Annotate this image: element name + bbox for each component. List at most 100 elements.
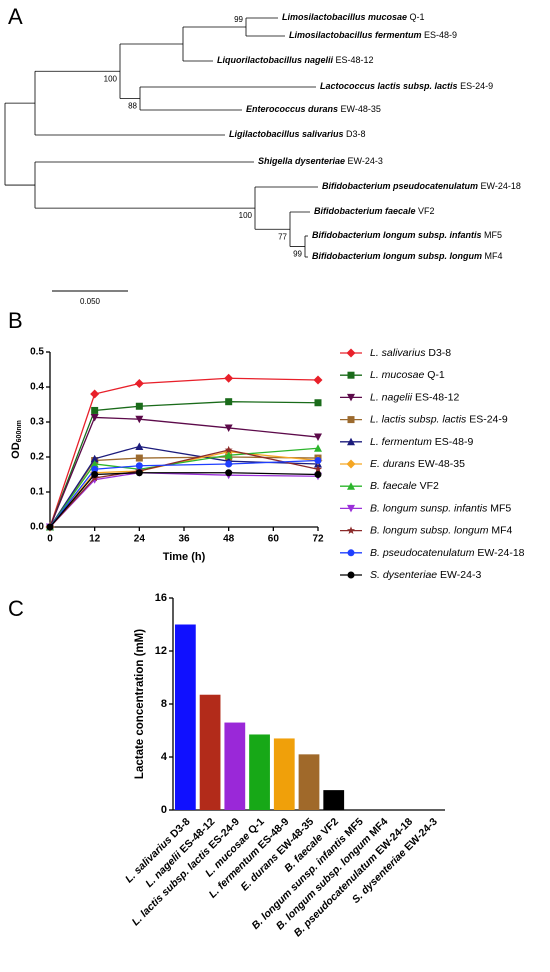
x-tick-label: 60 xyxy=(268,534,280,545)
marker xyxy=(90,460,99,468)
leaf-label: Limosilactobacillus mucosae Q-1 xyxy=(282,12,425,22)
y-tick-label: 0.2 xyxy=(30,452,44,463)
marker xyxy=(135,454,143,462)
legend-label: B. longum subsp. longum MF4 xyxy=(370,524,513,536)
series-line xyxy=(49,472,319,528)
y-tick-label: 0.4 xyxy=(30,382,44,393)
legend-marker xyxy=(347,416,355,424)
marker xyxy=(134,379,144,388)
marker xyxy=(135,462,143,470)
bar xyxy=(249,734,270,810)
marker xyxy=(314,444,322,452)
y-tick-label: 0.5 xyxy=(30,347,44,358)
marker xyxy=(314,399,322,407)
series-line xyxy=(49,445,319,528)
marker xyxy=(225,460,233,468)
marker xyxy=(313,375,323,385)
x-tick-label: 36 xyxy=(178,534,190,545)
y-tick-label: 16 xyxy=(155,592,167,604)
x-tick-label: 72 xyxy=(312,534,324,545)
y-axis-label: OD600nm xyxy=(10,420,23,459)
leaf-label: Limosilactobacillus fermentum ES-48-9 xyxy=(289,30,457,40)
y-tick-label: 0.1 xyxy=(30,487,44,498)
marker xyxy=(224,451,233,459)
bar xyxy=(323,790,345,810)
marker xyxy=(314,457,322,464)
marker xyxy=(91,406,99,414)
leaf-label: Ligilactobacillus salivarius D3-8 xyxy=(229,129,366,139)
legend-marker xyxy=(347,393,355,402)
legend-label: L. mucosae Q-1 xyxy=(370,369,445,381)
bar xyxy=(199,694,221,810)
panel-label: A xyxy=(8,4,23,29)
leaf-label: Liquorilactobacillus nagelii ES-48-12 xyxy=(217,55,374,65)
scale-bar-label: 0.050 xyxy=(80,297,101,306)
legend-label: E. durans EW-48-35 xyxy=(370,458,465,470)
leaf-label: Enterococcus durans EW-48-35 xyxy=(246,104,381,114)
legend-label: B. pseudocatenulatum EW-24-18 xyxy=(370,547,525,559)
legend-marker xyxy=(346,348,356,358)
y-tick-label: 0.0 xyxy=(30,522,44,533)
marker xyxy=(91,465,99,473)
legend-label: L. nagelii ES-48-12 xyxy=(370,391,459,403)
x-tick-label: 12 xyxy=(89,534,101,545)
marker xyxy=(135,415,144,424)
leaf-label: Lactococcus lactis subsp. lactis ES-24-9 xyxy=(320,81,493,91)
y-axis-label: Lactate concentration (mM) xyxy=(134,629,146,779)
y-tick-label: 0 xyxy=(161,804,167,816)
marker xyxy=(135,402,143,410)
x-tick-label: 0 xyxy=(47,534,53,545)
legend-label: L. lactis subsp. lactis ES-24-9 xyxy=(370,413,508,425)
bar xyxy=(298,754,320,810)
series-line xyxy=(49,456,319,528)
bootstrap-value: 99 xyxy=(234,15,243,24)
bar xyxy=(174,624,196,810)
marker xyxy=(91,471,99,478)
x-axis-label: Time (h) xyxy=(163,551,206,563)
marker xyxy=(314,465,322,473)
y-axis-label-sub: 600nm xyxy=(16,420,23,442)
legend-marker xyxy=(347,571,355,579)
x-tick-label: 24 xyxy=(134,534,146,545)
y-axis-label-main: OD xyxy=(10,442,22,459)
leaf-label: Bifidobacterium longum subsp. infantis M… xyxy=(312,230,502,240)
y-tick-label: 4 xyxy=(161,751,168,763)
legend-label: S. dysenteriae EW-24-3 xyxy=(370,569,481,581)
marker xyxy=(135,469,143,477)
legend-marker xyxy=(346,459,356,469)
marker xyxy=(314,433,322,442)
marker xyxy=(46,523,54,531)
legend-label: B. longum sunsp. infantis MF5 xyxy=(370,502,511,514)
bootstrap-value: 100 xyxy=(239,211,253,220)
series-line xyxy=(49,472,319,528)
marker xyxy=(135,442,144,450)
leaf-label: Bifidobacterium longum subsp. longum MF4 xyxy=(312,251,503,261)
y-tick-label: 12 xyxy=(155,645,167,657)
marker xyxy=(90,413,99,422)
marker xyxy=(90,454,99,463)
bootstrap-value: 77 xyxy=(278,232,287,241)
panel-label: B xyxy=(8,308,23,333)
legend-label: L. salivarius D3-8 xyxy=(370,347,451,359)
legend-marker xyxy=(347,526,355,534)
leaf-label: Bifidobacterium faecale VF2 xyxy=(314,206,435,216)
marker xyxy=(224,373,234,383)
y-tick-label: 0.3 xyxy=(30,417,44,428)
bar xyxy=(273,738,295,810)
x-tick-label: L. lactis subsp. lactis ES-24-9 xyxy=(129,815,242,928)
marker xyxy=(224,445,233,454)
x-tick-label: 48 xyxy=(223,534,235,545)
marker xyxy=(225,398,233,406)
bootstrap-value: 88 xyxy=(128,102,137,111)
leaf-label: Shigella dysenteriae EW-24-3 xyxy=(258,156,383,166)
marker xyxy=(314,471,322,478)
bootstrap-value: 99 xyxy=(293,250,302,259)
legend-marker xyxy=(347,371,355,379)
y-tick-label: 8 xyxy=(161,698,167,710)
legend-marker xyxy=(347,437,355,446)
marker xyxy=(90,389,100,399)
series-line xyxy=(49,377,319,528)
legend-label: L. fermentum ES-48-9 xyxy=(370,436,473,448)
legend-label: B. faecale VF2 xyxy=(370,480,439,492)
